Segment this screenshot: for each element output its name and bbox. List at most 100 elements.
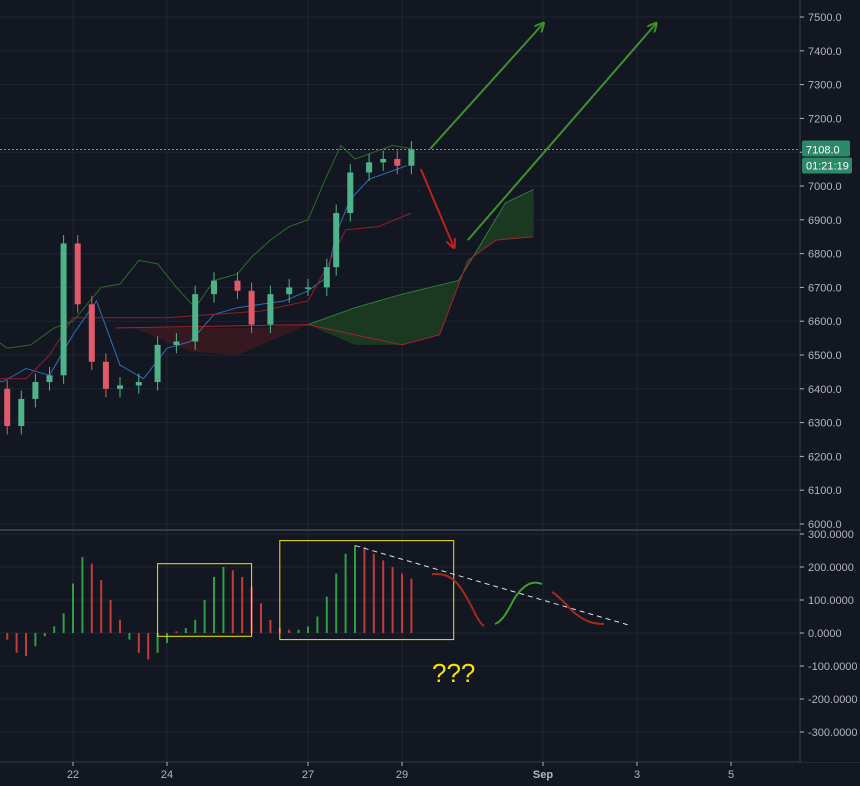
trend-arrow[interactable] — [419, 168, 454, 247]
candle[interactable] — [32, 382, 39, 399]
histogram-bar[interactable] — [391, 567, 394, 633]
candle[interactable] — [4, 388, 11, 426]
histogram-bar[interactable] — [137, 633, 140, 653]
histogram-bar[interactable] — [72, 583, 74, 634]
candle[interactable] — [234, 280, 241, 291]
histogram-bar[interactable] — [15, 633, 18, 653]
candle[interactable] — [18, 398, 25, 426]
trend-arrow[interactable] — [429, 24, 543, 150]
histogram-bar[interactable] — [203, 600, 206, 633]
candle[interactable] — [305, 287, 311, 289]
leading-span-a — [307, 188, 534, 326]
histogram-bar[interactable] — [231, 570, 234, 633]
highlight-box[interactable] — [157, 563, 253, 637]
histogram-bar[interactable] — [53, 626, 56, 633]
candle[interactable] — [154, 344, 161, 383]
histogram-bar[interactable] — [344, 553, 347, 633]
histogram-bar[interactable] — [119, 619, 121, 633]
bear-cloud — [115, 324, 308, 355]
histogram-bar[interactable] — [90, 563, 93, 633]
histogram-bar[interactable] — [382, 560, 385, 633]
candle[interactable] — [380, 158, 387, 163]
candle[interactable] — [333, 213, 340, 268]
candle[interactable] — [267, 294, 274, 325]
histogram-bar[interactable] — [81, 557, 84, 633]
histogram-bar[interactable] — [316, 616, 319, 634]
histogram-bar[interactable] — [194, 619, 197, 633]
histogram-bar[interactable] — [325, 596, 328, 633]
histogram-bar[interactable] — [175, 631, 178, 633]
histogram-bar[interactable] — [100, 580, 103, 633]
histogram-bar[interactable] — [62, 613, 65, 633]
price-axis[interactable]: 7500.07400.07300.07200.07100.07000.06900… — [800, 0, 860, 762]
highlight-box[interactable] — [279, 540, 455, 641]
histogram-bar[interactable] — [354, 545, 356, 633]
time-axis[interactable]: 22 24 27 29 Sep 3 5 — [67, 762, 734, 781]
drawing-annotations[interactable]: ??? — [157, 24, 656, 688]
candle[interactable] — [286, 287, 293, 295]
histogram-bar[interactable] — [401, 573, 403, 633]
date-tick-label: 3 — [634, 769, 640, 781]
price-tick-label: 7300.0 — [808, 80, 842, 92]
histogram-bar[interactable] — [410, 578, 413, 633]
candle[interactable] — [248, 290, 255, 325]
candle[interactable] — [408, 149, 415, 166]
histogram-bar[interactable] — [213, 576, 215, 633]
candle[interactable] — [88, 304, 95, 362]
osc-tick-label: 100.0000 — [808, 595, 854, 607]
price-tick-label: 6300.0 — [808, 418, 842, 430]
candle[interactable] — [102, 361, 109, 389]
histogram-bar[interactable] — [372, 553, 375, 633]
histogram-bar[interactable] — [128, 633, 131, 640]
candle[interactable] — [173, 341, 180, 345]
osc-tick-label: -100.0000 — [808, 661, 858, 673]
price-tick-label: 7000.0 — [808, 181, 842, 193]
candle[interactable] — [60, 243, 67, 376]
candle[interactable] — [366, 162, 373, 173]
histogram-bar[interactable] — [297, 629, 300, 633]
histogram-bar[interactable] — [109, 600, 112, 633]
trend-arrow[interactable] — [467, 24, 656, 241]
histogram-bar[interactable] — [222, 567, 225, 633]
histogram-bar[interactable] — [288, 629, 291, 633]
histogram-bar[interactable] — [156, 633, 159, 653]
osc-tick-label: -200.0000 — [808, 694, 858, 706]
candle[interactable] — [135, 382, 142, 386]
candle[interactable] — [117, 385, 123, 389]
bull-cloud — [308, 189, 534, 345]
histogram-bar[interactable] — [34, 633, 37, 647]
projected-red-curve-2[interactable] — [551, 591, 605, 625]
histogram-bar[interactable] — [166, 633, 168, 643]
candle[interactable] — [192, 294, 199, 342]
histogram-bar[interactable] — [241, 576, 244, 633]
candle[interactable] — [394, 158, 401, 166]
date-tick-label: 27 — [302, 769, 314, 781]
histogram-bar[interactable] — [307, 626, 309, 633]
osc-tick-label: 0.0000 — [808, 628, 842, 640]
date-tick-label: 22 — [67, 769, 79, 781]
histogram-bar[interactable] — [260, 603, 262, 633]
histogram-bar[interactable] — [184, 628, 187, 633]
candle[interactable] — [323, 267, 330, 288]
histogram-bar[interactable] — [269, 619, 272, 633]
histogram-bar[interactable] — [335, 573, 338, 633]
candle[interactable] — [74, 243, 81, 305]
histogram-bar[interactable] — [25, 633, 27, 657]
candle[interactable] — [46, 375, 53, 383]
candle[interactable] — [347, 172, 354, 214]
momentum-histogram[interactable] — [0, 545, 413, 660]
candlestick-series[interactable] — [0, 141, 800, 435]
price-tick-label: 6500.0 — [808, 350, 842, 362]
date-tick-label: 5 — [728, 769, 734, 781]
histogram-bar[interactable] — [43, 633, 46, 637]
base-line — [0, 212, 412, 380]
projected-green-curve[interactable] — [494, 581, 543, 625]
histogram-bar[interactable] — [363, 547, 366, 633]
candle[interactable] — [211, 280, 217, 295]
histogram-bar[interactable] — [147, 633, 150, 660]
projected-red-curve-1[interactable] — [431, 572, 485, 627]
histogram-bar[interactable] — [6, 633, 9, 640]
dashed-trendline[interactable] — [354, 545, 628, 626]
countdown-badge — [802, 157, 852, 174]
